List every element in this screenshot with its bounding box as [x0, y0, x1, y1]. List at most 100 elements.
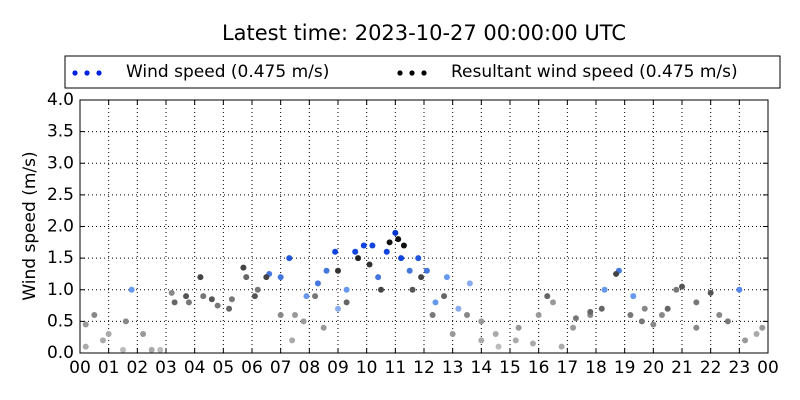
data-point	[724, 318, 731, 325]
y-tick-label: 4.0	[47, 90, 74, 110]
legend-marker	[421, 70, 427, 76]
y-tick-label: 2.0	[47, 217, 74, 237]
data-point	[82, 343, 89, 350]
data-point	[277, 274, 284, 281]
data-point	[226, 305, 233, 312]
data-point	[550, 299, 556, 306]
data-point	[335, 267, 341, 274]
data-point	[658, 312, 665, 319]
data-point	[429, 312, 436, 319]
data-point	[466, 280, 473, 287]
data-point	[369, 242, 376, 249]
data-point	[378, 286, 384, 293]
data-point	[240, 264, 247, 271]
legend-marker	[409, 70, 415, 76]
data-point	[492, 331, 499, 338]
data-point	[251, 293, 258, 300]
data-point	[650, 321, 657, 328]
data-point	[386, 239, 393, 246]
data-point	[693, 324, 700, 331]
data-point	[300, 318, 307, 325]
legend-marker	[72, 70, 78, 76]
data-point	[82, 321, 89, 328]
data-point	[679, 283, 685, 290]
chart-title: Latest time: 2023-10-27 00:00:00 UTC	[222, 21, 626, 45]
data-point	[335, 305, 341, 312]
data-point	[99, 337, 106, 344]
data-point	[254, 286, 261, 293]
x-tick-label: 13	[442, 358, 464, 378]
data-point	[277, 312, 284, 319]
data-point	[409, 286, 416, 293]
data-point	[400, 242, 407, 249]
x-tick-label: 05	[213, 358, 235, 378]
data-point	[360, 242, 367, 249]
data-point	[464, 312, 470, 319]
y-tick-label: 1.5	[47, 248, 74, 268]
data-point	[197, 274, 204, 281]
data-point	[398, 255, 405, 262]
data-point	[200, 293, 207, 300]
y-tick-label: 3.0	[47, 153, 74, 173]
data-point	[286, 255, 293, 262]
data-point	[332, 248, 339, 255]
data-point	[742, 337, 749, 344]
data-point	[228, 296, 235, 303]
x-tick-label: 15	[499, 358, 521, 378]
data-point	[383, 248, 390, 255]
legend-label: Resultant wind speed (0.475 m/s)	[451, 62, 738, 82]
x-tick-label: 10	[356, 358, 378, 378]
data-point	[443, 274, 450, 281]
data-point	[122, 318, 129, 325]
data-point	[759, 324, 766, 331]
data-point	[707, 289, 714, 296]
data-point	[693, 299, 700, 306]
data-point	[289, 337, 296, 344]
data-point	[418, 274, 425, 281]
data-point	[168, 289, 175, 296]
data-point	[716, 312, 723, 319]
x-tick-label: 19	[614, 358, 636, 378]
data-point	[243, 274, 250, 281]
x-tick-label: 06	[241, 358, 263, 378]
data-point	[312, 293, 319, 300]
data-point	[587, 308, 594, 315]
y-tick-label: 0.0	[47, 343, 74, 363]
x-tick-label: 01	[98, 358, 120, 378]
data-point	[558, 343, 565, 350]
data-point	[323, 267, 330, 274]
x-tick-label: 22	[700, 358, 722, 378]
data-point	[375, 274, 382, 281]
data-point	[601, 286, 608, 293]
data-point	[572, 315, 579, 322]
data-point	[736, 286, 743, 293]
data-point	[105, 331, 112, 338]
data-point	[753, 331, 760, 338]
legend-marker	[397, 70, 403, 76]
data-point	[515, 324, 522, 331]
data-point	[208, 296, 215, 303]
plot-frame	[79, 99, 769, 354]
data-point	[263, 274, 270, 281]
data-point	[128, 286, 135, 293]
data-point	[366, 261, 373, 268]
data-point	[343, 286, 350, 293]
x-tick-label: 04	[184, 358, 206, 378]
data-point	[395, 236, 402, 243]
x-tick-label: 23	[729, 358, 751, 378]
y-axis-label: Wind speed (m/s)	[20, 151, 40, 300]
data-point	[495, 343, 502, 350]
data-point	[423, 267, 430, 274]
data-point	[641, 305, 648, 312]
data-point	[512, 337, 519, 344]
data-point	[449, 331, 456, 338]
data-point	[343, 299, 350, 306]
data-point	[529, 340, 536, 347]
data-point	[664, 305, 671, 312]
data-point	[415, 255, 422, 262]
data-point	[120, 346, 126, 353]
data-point	[183, 293, 190, 300]
data-point	[148, 346, 155, 353]
data-point	[441, 293, 448, 300]
